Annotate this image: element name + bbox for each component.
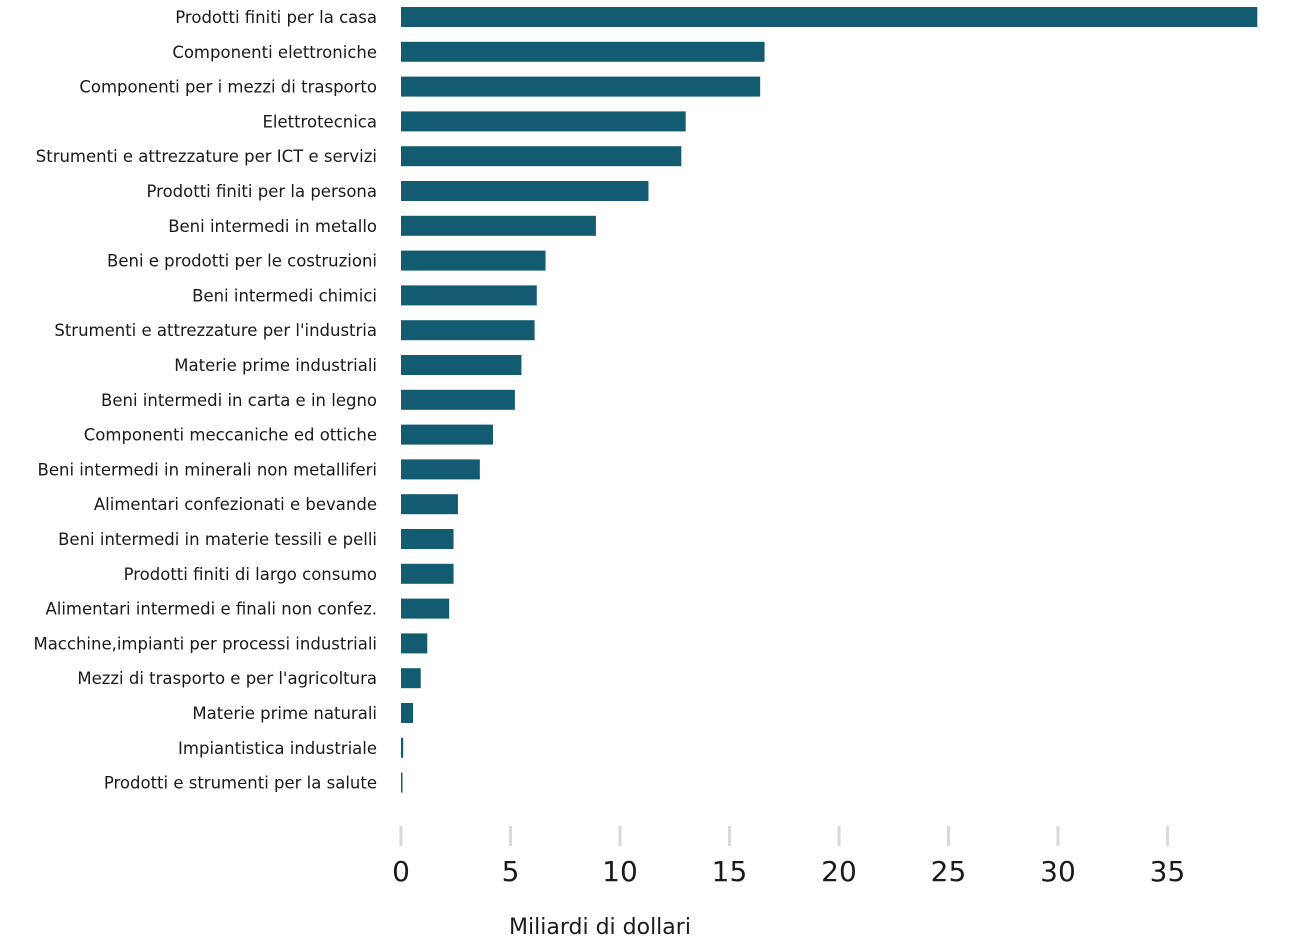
bar (401, 494, 458, 515)
x-tick-label: 15 (712, 855, 748, 888)
category-label: Mezzi di trasporto e per l'agricoltura (77, 669, 377, 688)
category-label: Beni intermedi in metallo (168, 217, 377, 236)
category-label: Prodotti finiti di largo consumo (124, 565, 377, 584)
bar (401, 772, 403, 793)
bar (401, 389, 515, 410)
x-axis: 0 5 10 15 20 25 30 35 (392, 826, 1185, 888)
x-tick-label: 30 (1040, 855, 1076, 888)
category-label: Componenti per i mezzi di trasporto (79, 78, 377, 97)
category-labels: Prodotti finiti per la casa Componenti el… (33, 8, 377, 793)
bar (401, 737, 404, 758)
bar (401, 285, 537, 306)
category-label: Beni e prodotti per le costruzioni (107, 252, 377, 271)
bar (401, 181, 649, 201)
category-label: Beni intermedi in minerali non metallife… (38, 460, 377, 479)
x-axis-title: Miliardi di dollari (509, 915, 691, 940)
category-label: Strumenti e attrezzature per l'industria (54, 321, 377, 340)
category-label: Strumenti e attrezzature per ICT e servi… (36, 147, 377, 166)
x-tick-label: 0 (392, 855, 410, 888)
category-label: Componenti elettroniche (172, 43, 377, 62)
category-label: Prodotti finiti per la casa (175, 8, 377, 27)
bar (401, 529, 454, 549)
bar (401, 459, 480, 480)
bar (401, 215, 596, 236)
category-label: Macchine,impianti per processi industria… (33, 634, 377, 653)
category-label: Beni intermedi in carta e in legno (101, 391, 377, 410)
category-label: Impiantistica industriale (178, 739, 377, 758)
bar (401, 76, 761, 97)
bar (401, 146, 682, 167)
category-label: Materie prime industriali (174, 356, 377, 375)
bar (401, 633, 428, 654)
x-tick-label: 25 (931, 855, 967, 888)
bars (401, 7, 1258, 793)
bar (401, 250, 546, 271)
bar (401, 563, 454, 584)
bar (401, 355, 522, 375)
category-label: Materie prime naturali (192, 704, 377, 723)
bar (401, 111, 686, 132)
category-label: Prodotti finiti per la persona (146, 182, 377, 201)
x-tick-label: 5 (502, 855, 520, 888)
category-label: Beni intermedi chimici (192, 286, 377, 305)
x-tick-label: 20 (821, 855, 857, 888)
category-label: Alimentari intermedi e finali non confez… (45, 600, 377, 619)
x-tick-label: 35 (1150, 855, 1186, 888)
category-label: Prodotti e strumenti per la salute (104, 774, 377, 793)
bar (401, 320, 535, 341)
bar (401, 7, 1258, 27)
bar (401, 703, 414, 723)
bar (401, 668, 421, 689)
category-label: Componenti meccaniche ed ottiche (84, 426, 377, 445)
bar (401, 424, 493, 445)
category-label: Beni intermedi in materie tessili e pell… (58, 530, 377, 549)
category-label: Elettrotecnica (262, 112, 377, 131)
x-tick-label: 10 (602, 855, 638, 888)
category-label: Alimentari confezionati e bevande (94, 495, 377, 514)
bar (401, 598, 450, 619)
bar (401, 41, 765, 62)
